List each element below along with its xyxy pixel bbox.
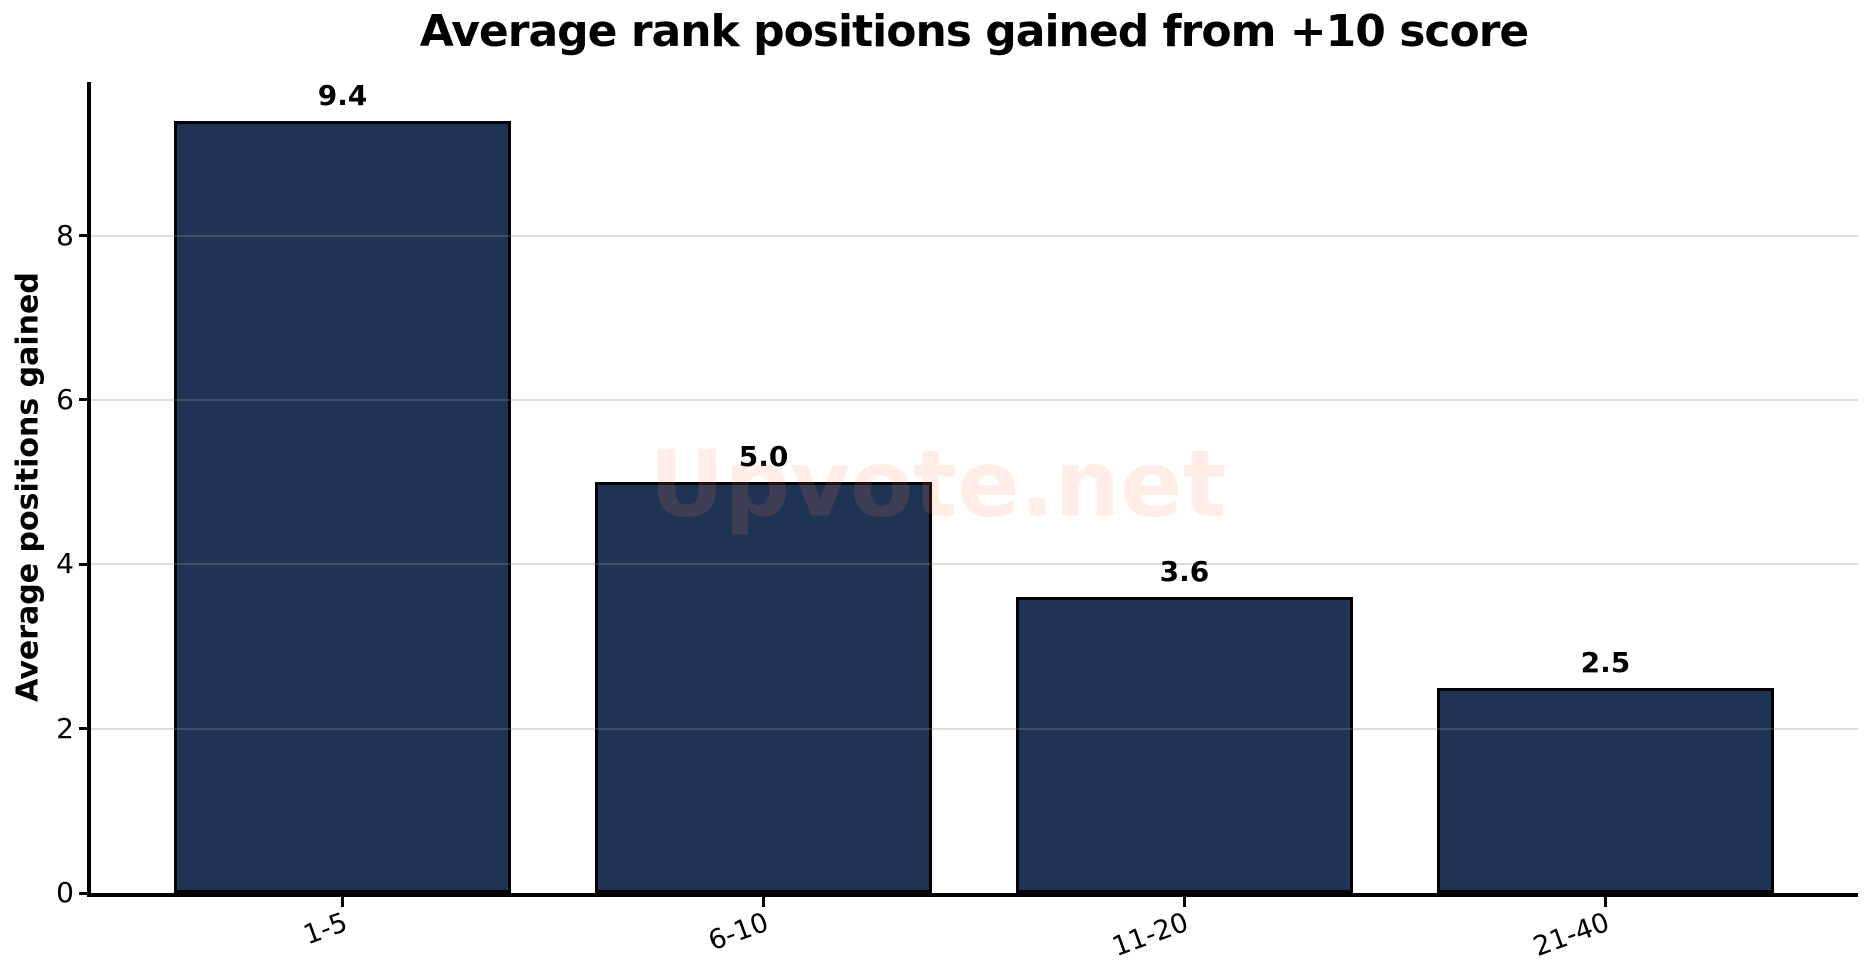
x-tick-label: 11-20	[1108, 907, 1194, 963]
y-tick-mark	[79, 727, 90, 731]
y-tick-mark	[79, 891, 90, 895]
bar-21-40	[1437, 687, 1774, 893]
y-tick-mark	[79, 398, 90, 402]
y-tick-label: 0	[56, 876, 74, 909]
gridline-y4	[90, 563, 1858, 566]
x-tick-mark	[341, 896, 345, 907]
x-tick-mark	[1182, 896, 1186, 907]
gridline-y2	[90, 727, 1858, 730]
gridline-y8	[90, 234, 1858, 237]
bar-11-20	[1016, 597, 1353, 893]
x-axis-spine	[87, 893, 1858, 897]
bar-value-label: 3.6	[1159, 555, 1210, 589]
y-tick-label: 8	[56, 218, 74, 252]
x-tick-label: 21-40	[1529, 907, 1615, 963]
y-tick-label: 4	[56, 547, 74, 581]
bar-1-5	[174, 120, 511, 893]
bar-6-10	[595, 482, 932, 893]
y-tick-mark	[79, 562, 90, 566]
x-tick-label: 1-5	[299, 907, 352, 952]
chart-title: Average rank positions gained from +10 s…	[419, 6, 1529, 57]
bar-value-label: 5.0	[738, 440, 789, 474]
x-tick-mark	[762, 896, 766, 907]
gridline-y6	[90, 398, 1858, 401]
y-tick-label: 6	[56, 382, 74, 416]
y-tick-mark	[79, 234, 90, 238]
y-axis-spine	[87, 82, 91, 897]
y-tick-label: 2	[56, 711, 74, 745]
y-axis-label: Average positions gained	[10, 272, 46, 702]
bar-value-label: 9.4	[317, 78, 368, 112]
x-tick-label: 6-10	[703, 907, 773, 958]
bar-value-label: 2.5	[1580, 645, 1631, 679]
x-tick-mark	[1603, 896, 1607, 907]
